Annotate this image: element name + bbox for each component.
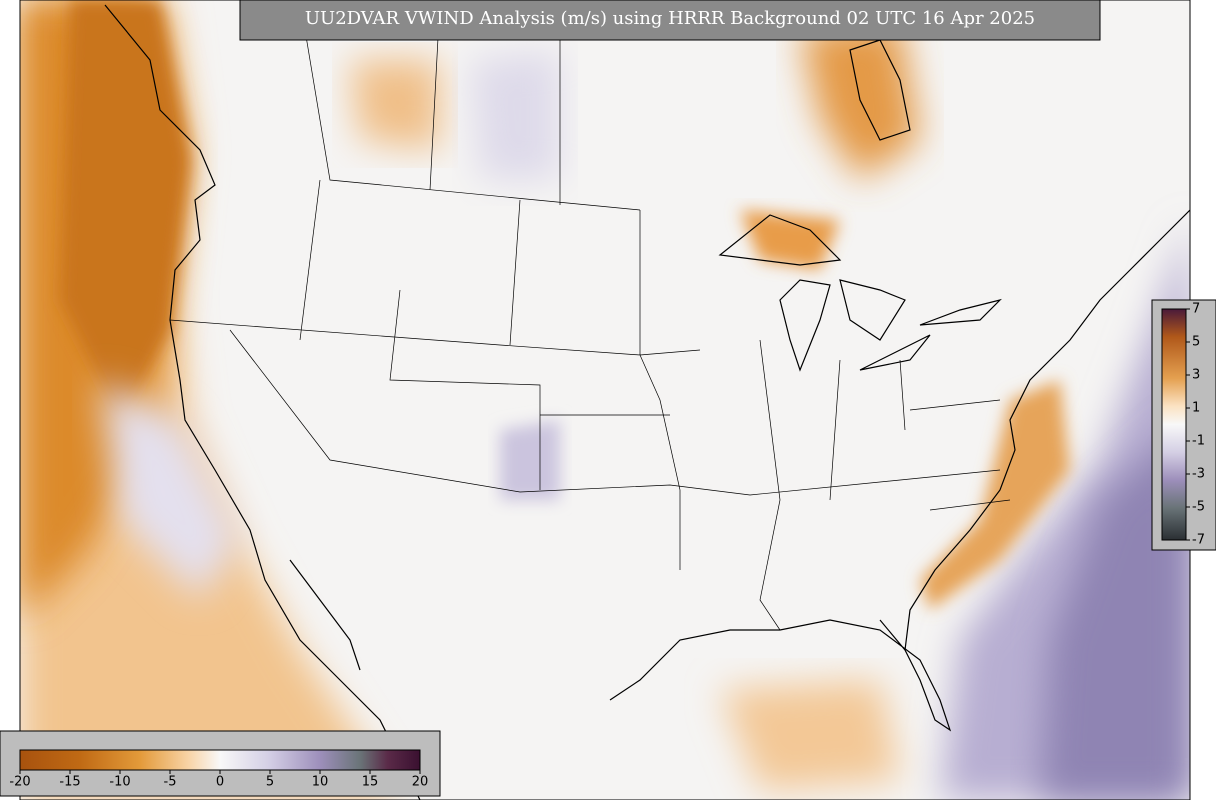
colorbar-tick-label: 1 xyxy=(1192,401,1200,416)
colorbar xyxy=(19,749,421,771)
colorbar xyxy=(1161,308,1187,541)
colorbar-tick-label: -15 xyxy=(59,775,80,790)
colorbar-tick-label: 20 xyxy=(412,775,429,790)
colorbar-tick-label: 5 xyxy=(1192,335,1200,350)
colorbar-tick-label: 15 xyxy=(362,775,379,790)
map xyxy=(20,0,1190,800)
colorbar-ticks: -20 -15 -10 -5 0 5 10 15 20 xyxy=(9,770,428,790)
colorbar-tick-label: 7 xyxy=(1192,302,1200,317)
colorbar-tick-label: -20 xyxy=(9,775,30,790)
colorbar-tick-label: -7 xyxy=(1192,533,1205,548)
colorbar-tick-label: -1 xyxy=(1192,434,1205,449)
colorbar-tick-label: -3 xyxy=(1192,467,1205,482)
colorbar-tick-label: 0 xyxy=(216,775,224,790)
colorbar-tick-label: 10 xyxy=(312,775,329,790)
title: UU2DVAR VWIND Analysis (m/s) using HRRR … xyxy=(305,8,1035,29)
colorbar-tick-label: 3 xyxy=(1192,368,1200,383)
title-box xyxy=(239,0,1101,41)
colorbar-tick-label: -10 xyxy=(109,775,130,790)
colorbar-tick-label: -5 xyxy=(1192,500,1205,515)
colorbar-ticks: 7 5 3 1 -1 -3 -5 -7 xyxy=(1186,302,1205,548)
colorbar-tick-label: -5 xyxy=(164,775,177,790)
colorbar-tick-label: 5 xyxy=(266,775,274,790)
